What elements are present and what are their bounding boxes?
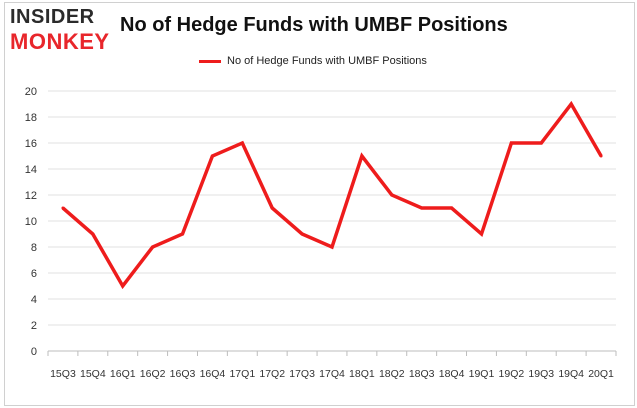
x-tick-label: 16Q4 <box>200 368 226 380</box>
x-tick-label: 19Q3 <box>528 368 554 380</box>
legend-swatch <box>199 59 221 63</box>
x-tick-label: 19Q1 <box>469 368 495 380</box>
y-tick-label: 4 <box>31 294 37 306</box>
logo-line-2: MONKEY <box>10 29 110 54</box>
x-tick-label: 17Q2 <box>259 368 285 380</box>
data-point <box>270 206 274 210</box>
x-tick-label: 16Q3 <box>170 368 196 380</box>
x-tick-label: 19Q4 <box>558 368 584 380</box>
y-tick-label: 18 <box>25 112 37 124</box>
y-tick-label: 16 <box>25 138 37 150</box>
data-point <box>420 206 424 210</box>
data-point <box>151 245 155 249</box>
y-tick-label: 8 <box>31 242 37 254</box>
y-tick-label: 14 <box>25 164 37 176</box>
x-tick-label: 18Q1 <box>349 368 375 380</box>
data-point <box>569 102 573 106</box>
y-tick-label: 12 <box>25 190 37 202</box>
y-tick-label: 6 <box>31 268 37 280</box>
data-point <box>390 193 394 197</box>
x-tick-label: 16Q2 <box>140 368 166 380</box>
data-point <box>330 245 334 249</box>
data-point <box>599 154 603 158</box>
data-point <box>509 141 513 145</box>
data-point <box>61 206 65 210</box>
data-point <box>360 154 364 158</box>
x-tick-label: 17Q1 <box>229 368 255 380</box>
chart-legend: No of Hedge Funds with UMBF Positions <box>199 55 427 67</box>
data-point <box>121 284 125 288</box>
x-tick-label: 20Q1 <box>588 368 614 380</box>
insider-monkey-logo: INSIDER MONKEY <box>10 6 120 54</box>
x-tick-label: 18Q4 <box>439 368 465 380</box>
y-tick-label: 20 <box>25 86 37 98</box>
data-point <box>91 232 95 236</box>
data-point <box>450 206 454 210</box>
data-point <box>181 232 185 236</box>
data-point <box>479 232 483 236</box>
x-tick-label: 15Q4 <box>80 368 106 380</box>
x-tick-label: 18Q2 <box>379 368 405 380</box>
data-point <box>210 154 214 158</box>
y-tick-label: 10 <box>25 216 37 228</box>
x-tick-label: 19Q2 <box>499 368 525 380</box>
y-tick-label: 2 <box>31 320 37 332</box>
x-tick-label: 18Q3 <box>409 368 435 380</box>
chart-title: No of Hedge Funds with UMBF Positions <box>120 14 508 36</box>
x-tick-label: 17Q4 <box>319 368 345 380</box>
data-point <box>240 141 244 145</box>
logo-line-1: INSIDER <box>10 6 95 28</box>
data-point <box>300 232 304 236</box>
chart-frame <box>4 2 635 406</box>
x-tick-label: 15Q3 <box>50 368 76 380</box>
legend-label: No of Hedge Funds with UMBF Positions <box>227 55 427 67</box>
x-tick-label: 16Q1 <box>110 368 136 380</box>
data-point <box>539 141 543 145</box>
x-tick-label: 17Q3 <box>289 368 315 380</box>
y-tick-label: 0 <box>31 346 37 358</box>
